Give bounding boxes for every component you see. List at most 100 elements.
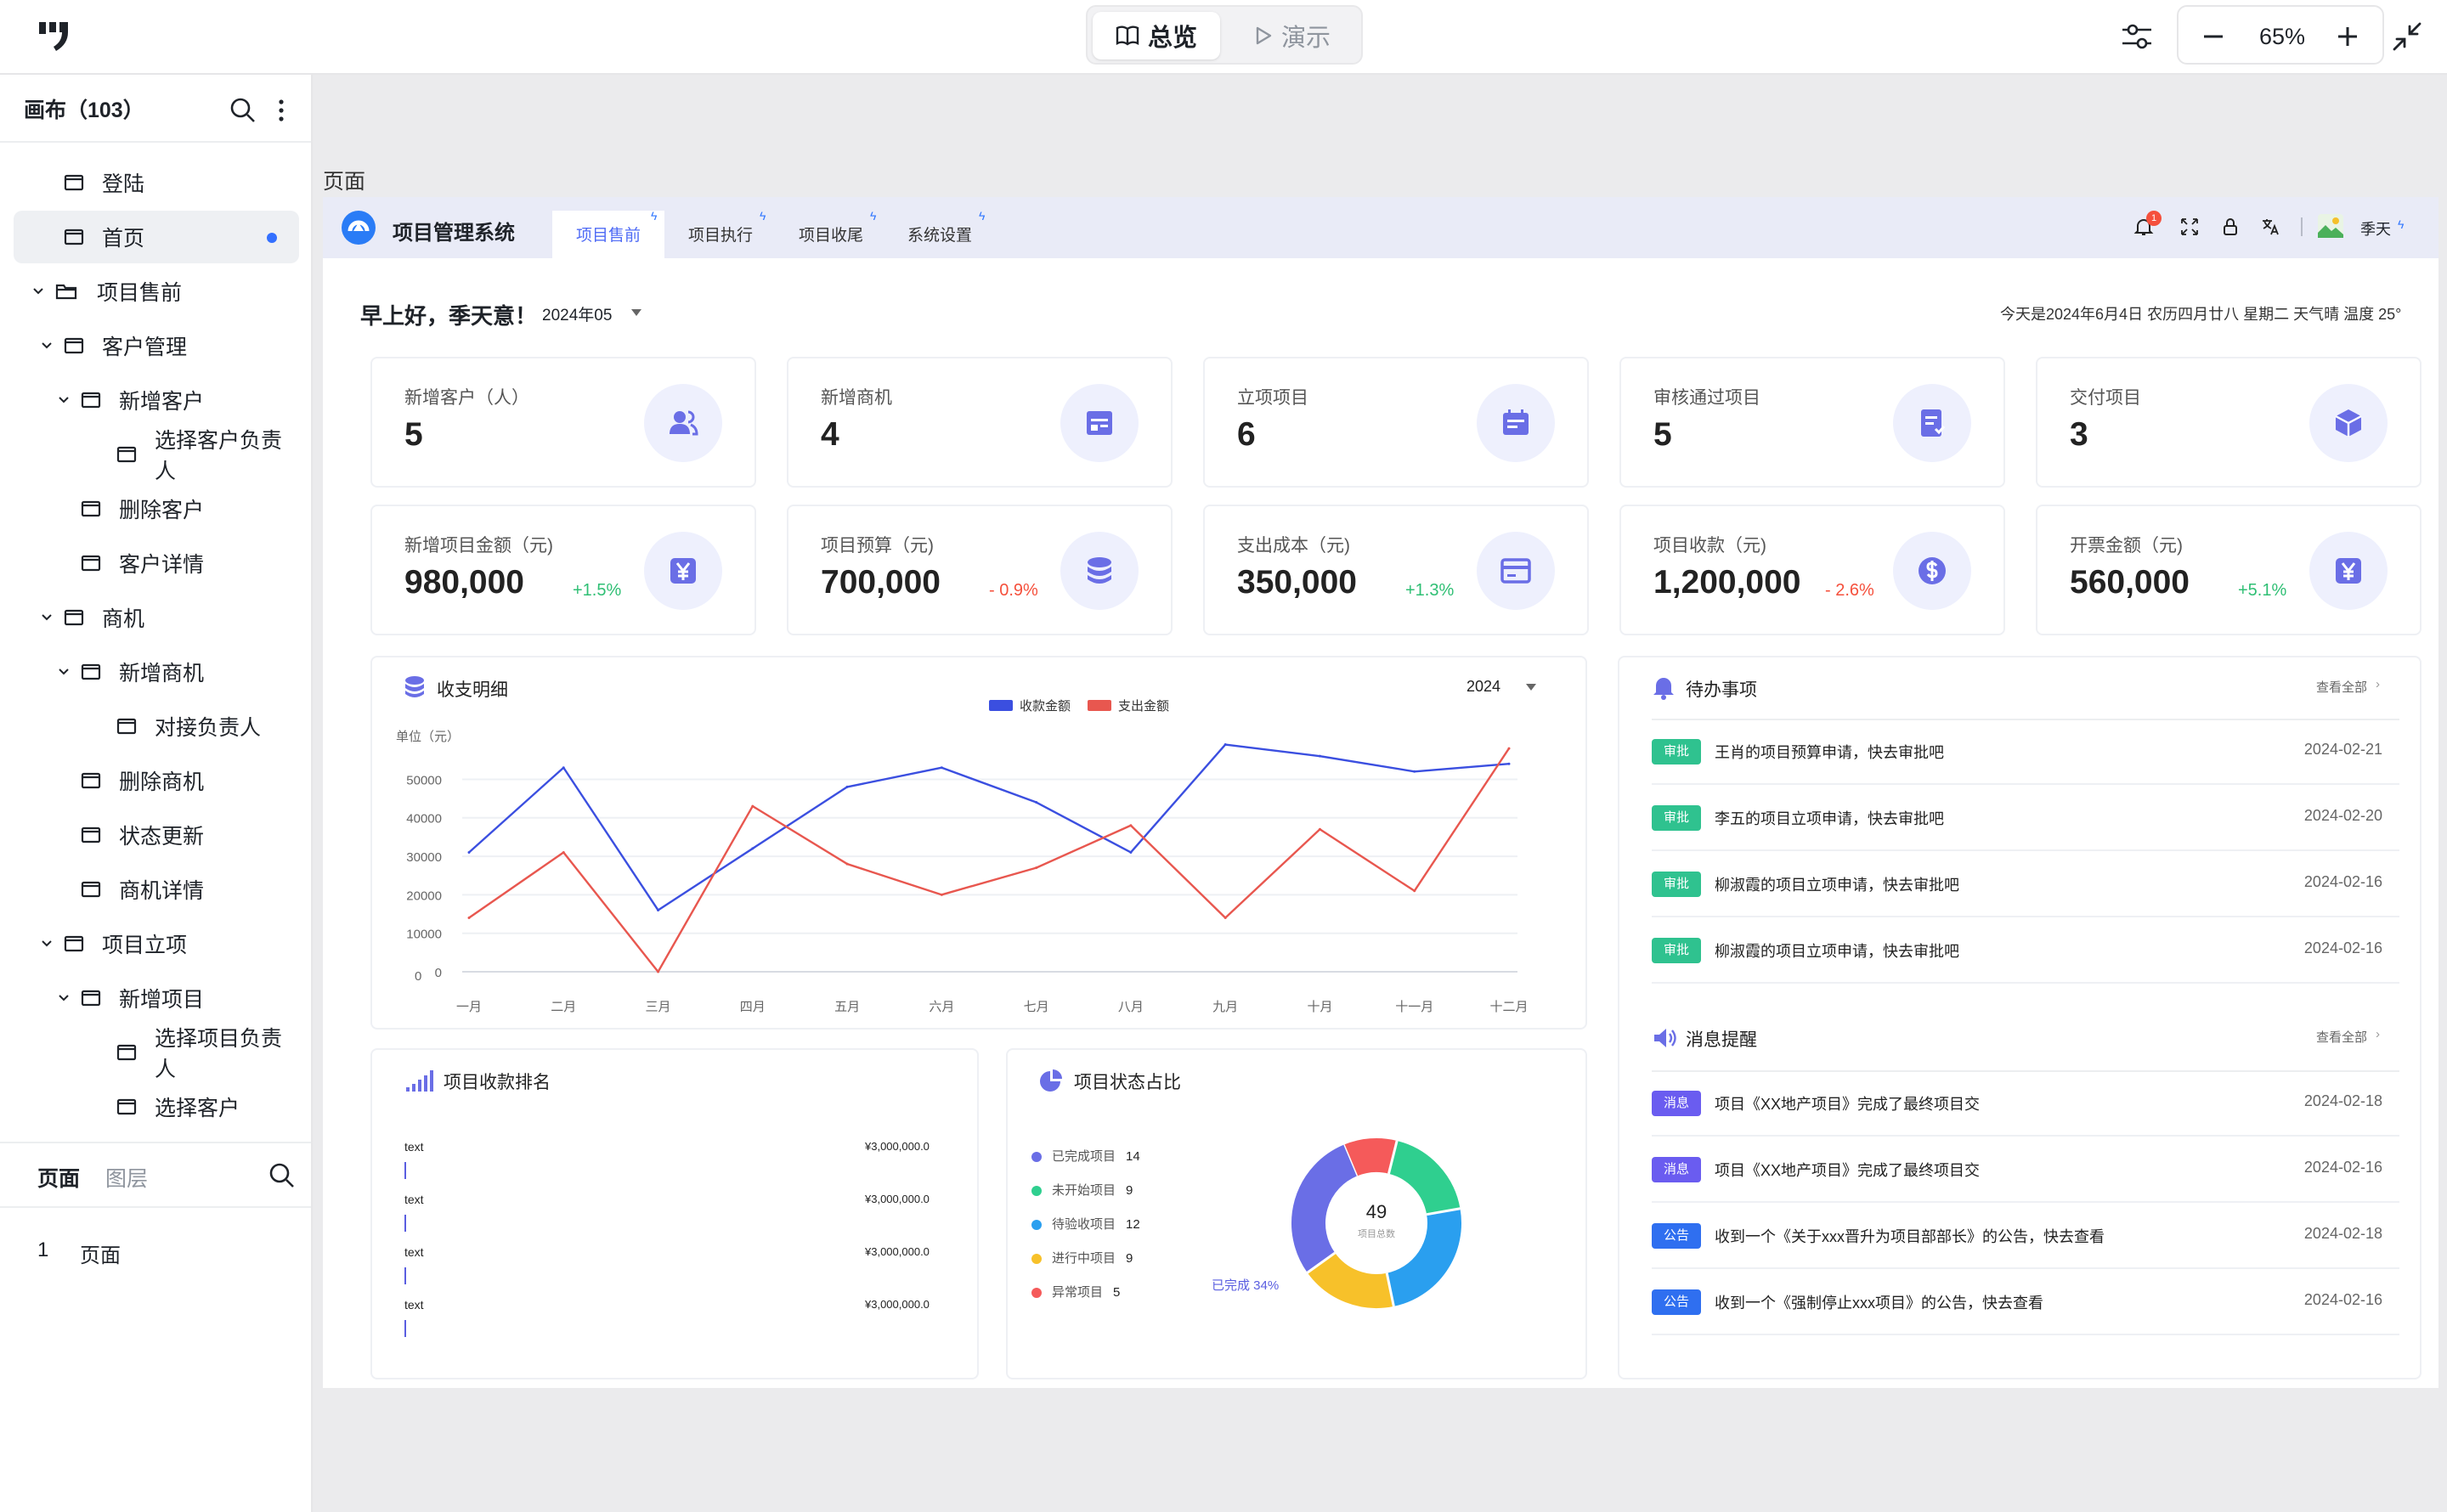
todo-item[interactable]: 审批 王肖的项目预算申请，快去审批吧 2024-02-21: [1652, 720, 2399, 785]
stat-card[interactable]: 项目预算（元) 700,000 - 0.9%: [787, 505, 1173, 635]
collapse-icon[interactable]: [2386, 15, 2428, 58]
greeting: 早上好，季天意！: [360, 303, 538, 329]
todo-item[interactable]: 审批 李五的项目立项申请，快去审批吧 2024-02-20: [1652, 787, 2399, 851]
chevron-down-icon[interactable]: [54, 989, 73, 1007]
approve-tag: 审批: [1652, 805, 1701, 831]
month-select[interactable]: 2024年05: [542, 307, 613, 324]
lock-icon[interactable]: [2219, 216, 2241, 238]
chevron-down-icon[interactable]: [37, 608, 56, 627]
nav-tab-presales[interactable]: 项目售前: [552, 211, 664, 258]
message-date: 2024-02-18: [2303, 1225, 2382, 1242]
message-item[interactable]: 公告 收到一个《关于xxx晋升为项目部部长》的公告，快去查看 2024-02-18: [1652, 1205, 2399, 1269]
chevron-down-icon[interactable]: [37, 336, 56, 355]
tree-item[interactable]: 登陆: [14, 156, 299, 209]
chevron-right-icon[interactable]: ›: [2376, 1027, 2380, 1041]
page-icon: [63, 606, 85, 629]
message-item[interactable]: 消息 项目《XX地产项目》完成了最终项目交 2024-02-16: [1652, 1138, 2399, 1203]
todo-view-all[interactable]: 查看全部: [2316, 680, 2368, 695]
overview-tab[interactable]: 总览: [1093, 12, 1220, 59]
stat-card[interactable]: 项目收款（元) 1,200,000 - 2.6%: [1619, 505, 2005, 635]
todo-text: 王肖的项目预算申请，快去审批吧: [1715, 744, 1944, 761]
message-item[interactable]: 消息 项目《XX地产项目》完成了最终项目交 2024-02-18: [1652, 1072, 2399, 1137]
divider: [1652, 719, 2399, 720]
stat-card[interactable]: 支出成本（元) 350,000 +1.3%: [1203, 505, 1589, 635]
tab-pages[interactable]: 页面: [37, 1167, 81, 1191]
tree-item[interactable]: 选择项目负责人: [14, 1026, 299, 1081]
todo-item[interactable]: 审批 柳淑霞的项目立项申请，快去审批吧 2024-02-16: [1652, 853, 2399, 917]
tree-item[interactable]: 选择客户: [14, 1080, 299, 1133]
chevron-right-icon[interactable]: ›: [2376, 677, 2380, 691]
present-tab[interactable]: 演示: [1229, 12, 1356, 59]
tree-item[interactable]: 选择客户负责人: [14, 428, 299, 483]
stat-card[interactable]: 新增项目金额（元) 980,000 +1.5%: [370, 505, 756, 635]
message-text: 项目《XX地产项目》完成了最终项目交: [1715, 1096, 1981, 1113]
tree-item[interactable]: 商机: [14, 591, 299, 644]
translate-icon[interactable]: [2260, 216, 2282, 238]
chevron-down-icon[interactable]: [54, 391, 73, 409]
stat-card[interactable]: 新增客户（人） 5: [370, 357, 756, 488]
x-tick-label: 九月: [1212, 1000, 1238, 1014]
legend-swatch-income: [989, 700, 1013, 711]
tree-item[interactable]: 项目售前: [14, 265, 299, 318]
tree-item[interactable]: 客户管理: [14, 319, 299, 372]
zoom-out-button[interactable]: [2192, 15, 2235, 58]
nav-tab-closing[interactable]: 项目收尾: [799, 227, 864, 245]
chevron-down-icon[interactable]: [54, 663, 73, 681]
nav-tab-execution[interactable]: 项目执行: [688, 227, 754, 245]
tree-item[interactable]: 新增客户: [14, 374, 299, 426]
tree-item[interactable]: 删除客户: [14, 482, 299, 535]
data-point: [467, 917, 471, 920]
search-icon[interactable]: [265, 1159, 299, 1193]
fullscreen-icon[interactable]: [2179, 216, 2201, 238]
sliders-settings-icon[interactable]: [2116, 15, 2158, 58]
zoom-level[interactable]: 65%: [2258, 24, 2306, 49]
avatar[interactable]: [2318, 214, 2343, 238]
chevron-down-icon[interactable]: [629, 306, 644, 318]
data-point: [1413, 770, 1416, 773]
stat-label: 新增商机: [821, 388, 892, 408]
search-icon[interactable]: [226, 93, 260, 127]
message-item[interactable]: 公告 收到一个《强制停止xxx项目》的公告，快去查看 2024-02-16: [1652, 1271, 2399, 1335]
tree-item[interactable]: 对接负责人: [14, 700, 299, 753]
finance-chart-panel: [370, 656, 1587, 1030]
data-point: [657, 908, 660, 911]
page-list-item[interactable]: 页面: [80, 1244, 121, 1267]
frame-label[interactable]: 页面: [323, 170, 366, 194]
message-date: 2024-02-16: [2303, 1159, 2382, 1176]
bar-signal-icon: [404, 1069, 435, 1092]
tab-layers[interactable]: 图层: [105, 1167, 149, 1191]
page-icon: [80, 552, 102, 574]
tree-item[interactable]: 商机详情: [14, 863, 299, 916]
more-icon[interactable]: [268, 93, 294, 127]
messages-view-all[interactable]: 查看全部: [2316, 1030, 2368, 1045]
zoom-in-button[interactable]: [2326, 15, 2369, 58]
tree-item[interactable]: 项目立项: [14, 917, 299, 970]
chevron-down-icon[interactable]: [37, 934, 56, 953]
nav-tab-settings[interactable]: 系统设置: [907, 227, 973, 245]
x-tick-label: 十一月: [1395, 1000, 1433, 1014]
tree-item[interactable]: 状态更新: [14, 809, 299, 861]
stat-card[interactable]: 开票金额（元) 560,000 +5.1%: [2036, 505, 2422, 635]
x-tick-label: 四月: [740, 1000, 766, 1014]
tree-item[interactable]: 客户详情: [14, 537, 299, 590]
stat-card[interactable]: 立项项目 6: [1203, 357, 1589, 488]
status-legend-item: 已完成项目 14: [1031, 1147, 1140, 1165]
canvas-title: 画布（103）: [24, 99, 144, 122]
stat-card[interactable]: 新增商机 4: [787, 357, 1173, 488]
todo-item[interactable]: 审批 柳淑霞的项目立项申请，快去审批吧 2024-02-16: [1652, 919, 2399, 984]
year-select[interactable]: 2024: [1467, 678, 1501, 695]
tree-item[interactable]: 新增商机: [14, 646, 299, 698]
legend-dot: [1031, 1288, 1042, 1299]
user-name[interactable]: 季天: [2360, 221, 2391, 238]
chevron-down-icon[interactable]: [1524, 681, 1538, 691]
tree-item[interactable]: 删除商机: [14, 754, 299, 807]
view-mode-switch: 总览 演示: [1086, 5, 1363, 65]
chevron-down-icon[interactable]: [29, 282, 48, 301]
stat-card[interactable]: 交付项目 3: [2036, 357, 2422, 488]
tree-item[interactable]: 首页: [14, 211, 299, 263]
stat-label: 项目收款（元): [1653, 536, 1766, 556]
tree-item[interactable]: 新增项目: [14, 972, 299, 1024]
page-icon: [80, 824, 102, 846]
app-logo-icon[interactable]: [36, 19, 76, 56]
stat-card[interactable]: 审核通过项目 5: [1619, 357, 2005, 488]
